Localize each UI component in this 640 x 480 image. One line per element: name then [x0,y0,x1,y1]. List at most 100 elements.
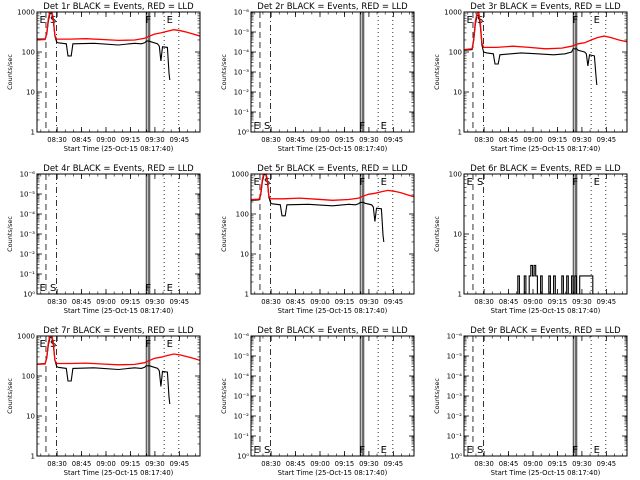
y-tick-label: 10⁻⁴ [234,373,250,381]
y-tick-label: 10⁻⁶ [234,333,250,341]
y-tick-label: 100 [236,211,249,219]
plot-frame [463,11,628,133]
y-tick-label: 1 [458,291,462,299]
series-line-lld [37,12,200,42]
y-tick-label: 10 [240,251,249,259]
y-tick-label: 10⁻⁶ [234,9,250,17]
x-tick-label: 08:45 [72,136,92,144]
x-tick-label: 08:45 [286,298,306,306]
marker-label-f: F [145,283,151,294]
x-tick-label: 08:45 [499,460,519,468]
x-axis-label: Start Time (25-Oct-15 08:17:40) [278,145,388,153]
x-tick-label: 09:45 [384,460,404,468]
plot-frame [36,11,201,133]
y-tick-label: 10 [453,231,462,239]
x-ticks: 08:30 08:45 09:00 09:15 09:30 09:45 [40,336,196,468]
chart-panel-2: Det 2r BLACK = Events, RED = LLD Counts/s… [220,2,415,153]
x-tick-label: 09:45 [384,298,404,306]
x-tick-label: 09:15 [121,460,141,468]
x-tick-label: 08:30 [47,298,67,306]
y-tick-label: 10⁻¹ [234,433,250,441]
y-axis-label: Counts/sec [220,378,228,414]
marker-label-f: F [572,445,578,456]
marker-label-e: E [594,445,600,456]
x-tick-label: 09:30 [572,460,592,468]
y-tick-label: 10 [26,413,35,421]
x-tick-label: 09:30 [359,136,379,144]
x-tick-label: 09:15 [335,298,355,306]
x-tick-label: 08:30 [261,298,281,306]
series-line-lld [464,12,627,51]
x-tick-label: 09:45 [597,298,617,306]
plot-frame [250,173,415,295]
marker-label-e: E [381,177,387,188]
marker-label-s: S [50,283,56,294]
plot-frame [250,335,415,457]
chart-title: Det 9r BLACK = Events, RED = LLD [470,326,621,336]
plot-frame [36,173,201,295]
y-tick-label: 10 [26,89,35,97]
x-tick-label: 09:00 [523,136,543,144]
marker-label-e: E [253,121,259,132]
marker-label-e: E [167,15,173,26]
plot-frame [250,11,415,133]
y-tick-label: 10⁻³ [234,69,250,77]
marker-label-f: F [359,445,365,456]
marker-label-f: F [572,15,578,26]
x-axis-label: Start Time (25-Oct-15 08:17:40) [278,307,388,315]
marker-label-s: S [264,445,270,456]
x-tick-label: 08:45 [72,298,92,306]
x-tick-label: 08:45 [286,136,306,144]
marker-label-e: E [253,177,259,188]
marker-label-s: S [264,121,270,132]
chart-panel-8: Det 8r BLACK = Events, RED = LLD Counts/s… [220,326,415,477]
x-tick-label: 09:00 [310,460,330,468]
marker-label-e: E [594,177,600,188]
chart-title: Det 3r BLACK = Events, RED = LLD [470,2,621,12]
chart-title: Det 2r BLACK = Events, RED = LLD [257,2,408,12]
x-ticks: 08:30 08:45 09:00 09:15 09:30 09:45 [254,174,410,306]
y-tick-label: 100 [22,49,35,57]
y-tick-label: 1000 [444,9,462,17]
y-tick-label: 10⁰ [23,291,35,299]
series-line-lld [37,336,200,366]
x-axis-label: Start Time (25-Oct-15 08:17:40) [278,469,388,477]
x-tick-label: 09:00 [523,460,543,468]
y-tick-label: 1 [31,453,35,461]
x-tick-label: 08:30 [47,460,67,468]
y-tick-label: 10⁻⁶ [20,171,36,179]
x-tick-label: 09:00 [310,136,330,144]
x-tick-label: 08:30 [474,136,494,144]
plot-frame [36,335,201,457]
x-axis-label: Start Time (25-Oct-15 08:17:40) [64,145,174,153]
y-tick-label: 10⁻² [447,413,463,421]
x-tick-label: 08:45 [286,460,306,468]
marker-label-e: E [253,445,259,456]
y-tick-label: 10⁻³ [447,393,463,401]
y-tick-label: 10⁻⁵ [20,191,36,199]
chart-panel-5: Det 5r BLACK = Events, RED = LLD Counts/s… [220,164,415,315]
x-tick-label: 08:30 [261,136,281,144]
x-ticks: 08:30 08:45 09:00 09:15 09:30 09:45 [254,336,410,468]
x-tick-label: 09:30 [572,136,592,144]
chart-panel-6: Det 6r BLACK = Events, RED = LLD Counts/s… [433,164,628,315]
x-tick-label: 09:45 [170,136,190,144]
y-tick-label: 10⁻² [20,251,36,259]
x-tick-label: 08:45 [499,298,519,306]
y-tick-label: 10⁰ [450,453,462,461]
marker-label-f: F [145,15,151,26]
x-tick-label: 09:30 [145,136,165,144]
y-tick-label: 10⁻⁴ [447,373,463,381]
marker-label-f: F [145,339,151,350]
marker-label-s: S [477,445,483,456]
x-tick-label: 09:45 [170,460,190,468]
x-tick-label: 09:00 [96,298,116,306]
x-axis-label: Start Time (25-Oct-15 08:17:40) [491,469,601,477]
marker-label-e: E [39,15,45,26]
x-tick-label: 09:30 [359,298,379,306]
x-tick-label: 08:30 [474,298,494,306]
x-tick-label: 08:30 [47,136,67,144]
